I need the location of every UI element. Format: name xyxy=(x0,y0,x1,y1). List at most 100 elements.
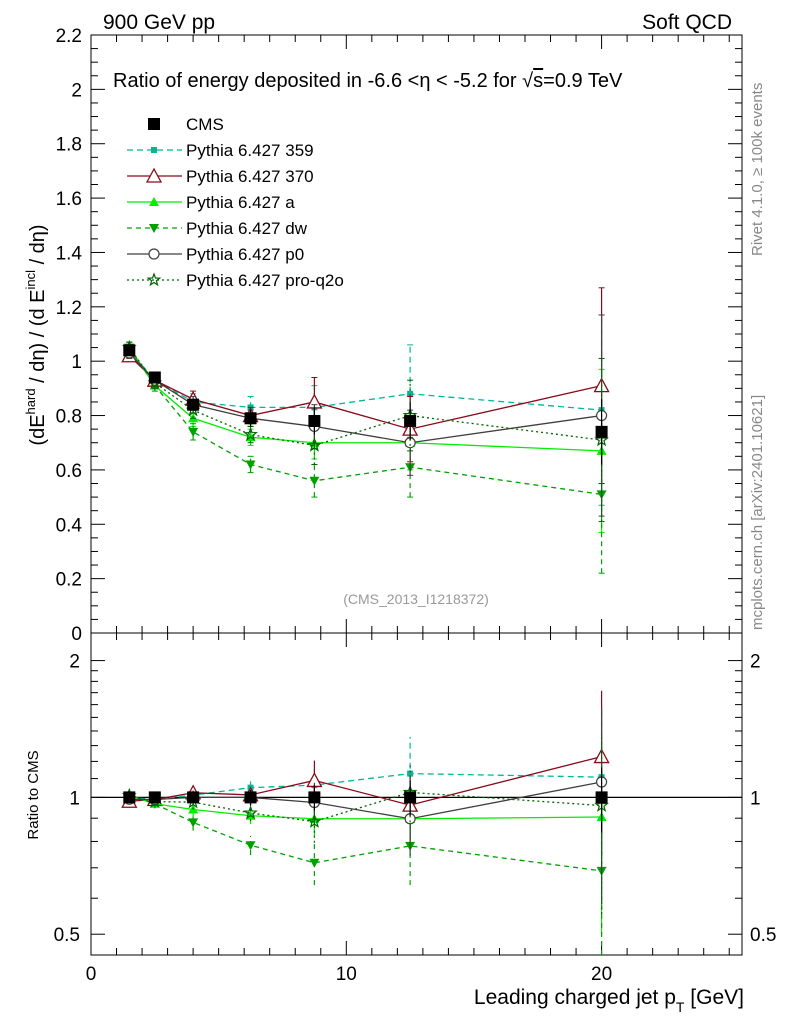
plot-title: Ratio of energy deposited in -6.6 <η < -… xyxy=(113,70,623,92)
cms-data-point xyxy=(244,412,257,425)
x-axis-label: Leading charged jet pT [GeV] xyxy=(474,986,744,1015)
x-tick-label: 10 xyxy=(336,964,357,985)
legend-label: Pythia 6.427 p0 xyxy=(186,245,304,264)
ratio-y-tick-label-right: 2 xyxy=(750,652,761,673)
legend-label: Pythia 6.427 359 xyxy=(186,141,314,160)
cms-data-point xyxy=(148,371,161,384)
ylabel-part-3: / dη) xyxy=(27,224,49,270)
cms-data-series xyxy=(123,344,608,465)
ratio-point xyxy=(309,858,320,868)
legend-entry-cms: CMS xyxy=(148,115,224,134)
legend: CMS Pythia 6.427 359 Pythia 6.427 370 Pythi… xyxy=(127,115,344,290)
ylabel-part-1: (dE xyxy=(27,414,49,445)
analysis-watermark: (CMS_2013_I1218372) xyxy=(343,591,489,607)
ratio-series-line xyxy=(129,781,602,820)
ylabel-sup-incl: incl xyxy=(23,270,38,290)
legend-entry-4: Pythia 6.427 p0 xyxy=(127,245,304,264)
series-line xyxy=(128,355,602,430)
ratio-y-tick-label: 0.5 xyxy=(54,925,80,946)
cms-data-point xyxy=(123,344,136,357)
legend-entry-2: Pythia 6.427 a xyxy=(127,193,295,212)
data-point xyxy=(245,460,256,470)
ratio-series-3 xyxy=(124,782,607,955)
cms-data-point xyxy=(308,414,321,427)
y-tick-label: 1.2 xyxy=(56,298,82,319)
title-root: √ xyxy=(522,70,533,92)
data-point xyxy=(188,427,199,437)
main-y-axis-label: (dEhard / dη) / (d Eincl / dη) xyxy=(23,224,49,445)
title-eta: η xyxy=(419,70,430,92)
y-tick-label: 2.2 xyxy=(56,26,82,47)
legend-label-cms: CMS xyxy=(186,115,224,134)
header-right: Soft QCD xyxy=(642,11,732,34)
ratio-y-tick-label: 1 xyxy=(69,788,80,809)
ratio-series-line xyxy=(129,794,602,872)
ratio-series-1 xyxy=(121,690,610,856)
ratio-series-2 xyxy=(124,743,607,935)
cms-ratio-point xyxy=(148,791,161,804)
main-plot-frame: 0 0.2 0.4 0.6 0.8 1 1.2 1.4 1.6 1.8 2 2.2 xyxy=(56,26,743,645)
legend-entry-0: Pythia 6.427 359 xyxy=(127,141,314,160)
ylabel-part-2: / dη) / (d E xyxy=(27,290,49,389)
data-point xyxy=(309,476,320,486)
legend-marker-cms xyxy=(148,118,160,130)
ratio-y-axis-label: Ratio to CMS xyxy=(25,750,42,839)
cms-data-point xyxy=(404,414,417,427)
header-left: 900 GeV pp xyxy=(103,11,215,34)
data-point xyxy=(407,390,414,397)
legend-entry-1: Pythia 6.427 370 xyxy=(127,167,314,186)
title-s: s xyxy=(533,70,543,92)
y-tick-label: 1.8 xyxy=(56,135,82,156)
ratio-y-tick-label-right: 0.5 xyxy=(750,925,776,946)
cms-data-point xyxy=(187,398,200,411)
legend-entry-3: Pythia 6.427 dw xyxy=(127,219,308,238)
cms-ratio-point xyxy=(123,791,136,804)
cms-ratio-series xyxy=(123,767,608,833)
main-series-5 xyxy=(121,339,609,523)
y-tick-label: 1.4 xyxy=(56,243,83,264)
legend-marker xyxy=(146,272,162,287)
legend-label: Pythia 6.427 370 xyxy=(186,167,314,186)
y-tick-label: 0.6 xyxy=(56,461,82,482)
legend-marker xyxy=(149,224,159,233)
main-series-1 xyxy=(121,287,610,484)
ratio-plot-series xyxy=(121,690,610,955)
title-pre: Ratio of energy deposited in -6.6 < xyxy=(113,70,419,92)
ratio-plot-border xyxy=(90,632,743,956)
y-tick-label: 1 xyxy=(71,352,82,373)
title-mid: < -5.2 for xyxy=(430,70,522,92)
y-tick-label: 1.6 xyxy=(56,189,82,210)
legend-marker xyxy=(151,147,157,153)
legend-marker xyxy=(148,248,160,260)
data-point xyxy=(243,426,258,441)
ratio-y-tick-label-right: 1 xyxy=(750,788,761,809)
cms-ratio-point xyxy=(244,791,257,804)
cms-data-point xyxy=(595,425,608,438)
cms-ratio-point xyxy=(404,791,417,804)
ratio-point xyxy=(307,813,322,828)
xlabel-main: Leading charged jet p xyxy=(474,986,676,1009)
xlabel-unit: [GeV] xyxy=(684,986,744,1009)
side-label-rivet: Rivet 4.1.0, ≥ 100k events xyxy=(749,83,766,256)
legend-label: Pythia 6.427 pro-q2o xyxy=(186,271,344,290)
ratio-point xyxy=(243,805,258,820)
legend-label: Pythia 6.427 dw xyxy=(186,219,308,238)
legend-label: Pythia 6.427 a xyxy=(186,193,295,212)
y-tick-label: 0.2 xyxy=(56,570,82,591)
ylabel-sup-hard: hard xyxy=(23,388,38,414)
y-tick-label: 0 xyxy=(71,624,82,645)
cms-ratio-point xyxy=(595,791,608,804)
legend-marker xyxy=(145,167,163,183)
xlabel-sub: T xyxy=(676,999,685,1015)
ratio-point xyxy=(188,818,199,828)
series-line xyxy=(128,347,602,447)
side-label-mcplots: mcplots.cern.ch [arXiv:2401.10621] xyxy=(749,395,766,630)
ratio-point xyxy=(407,770,414,777)
main-series-2 xyxy=(124,341,607,533)
main-series-3 xyxy=(124,341,607,574)
y-tick-label: 0.4 xyxy=(56,515,83,536)
title-post: =0.9 TeV xyxy=(543,70,623,92)
x-tick-label: 0 xyxy=(86,964,97,985)
ratio-series-5 xyxy=(121,736,609,914)
